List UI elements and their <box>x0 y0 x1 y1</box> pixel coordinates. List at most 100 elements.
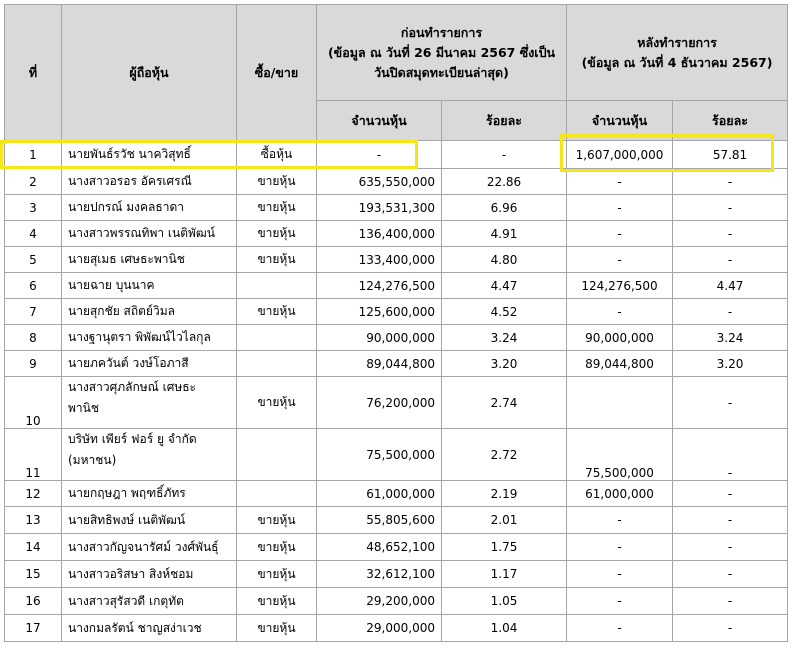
row-holder-line1: บริษัท เพียร์ ฟอร์ ยู จำกัด <box>68 432 197 446</box>
row-after-shares: 124,276,500 <box>566 272 674 299</box>
row-before-shares: 635,550,000 <box>316 168 442 195</box>
row-before-shares: 193,531,300 <box>316 194 442 221</box>
row-action: ขายหุ้น <box>236 506 317 534</box>
header-after-percent: ร้อยละ <box>672 100 789 141</box>
row-after-percent: - <box>672 168 789 195</box>
table-row: 3 นายปกรณ์ มงคลธาดา ขายหุ้น 193,531,300 … <box>4 194 789 221</box>
row-action: ขายหุ้น <box>236 246 317 273</box>
shareholder-table: ที่ ผู้ถือหุ้น ซื้อ/ขาย ก่อนทำรายการ (ข้… <box>4 4 789 642</box>
row-before-percent: - <box>440 140 568 169</box>
row-action: ซื้อหุ้น <box>236 140 317 169</box>
row-no: 7 <box>4 298 62 325</box>
table-row: 5 นายสุเมธ เศษธะพานิช ขายหุ้น 133,400,00… <box>4 246 789 273</box>
row-after-percent: - <box>672 533 789 561</box>
row-holder: นายพันธ์รวัช นาควิสุทธิ์ <box>61 140 237 169</box>
row-no: 4 <box>4 220 62 247</box>
header-after-shares: จำนวนหุ้น <box>566 100 674 141</box>
row-before-shares: 75,500,000 <box>316 428 442 481</box>
row-action: ขายหุ้น <box>236 194 317 221</box>
row-action <box>236 480 317 507</box>
table-row: 4 นางสาวพรรณทิพา เนติพัฒน์ ขายหุ้น 136,4… <box>4 220 789 247</box>
row-before-percent: 4.52 <box>440 298 568 325</box>
row-no: 6 <box>4 272 62 299</box>
header-after: หลังทำรายการ (ข้อมูล ณ วันที่ 4 ธันวาคม … <box>566 4 789 101</box>
row-after-shares: - <box>566 246 674 273</box>
row-no: 2 <box>4 168 62 195</box>
row-before-percent: 6.96 <box>440 194 568 221</box>
row-holder: นางสาวอริสษา สิงห์ชอม <box>61 560 237 588</box>
row-after-percent: - <box>672 428 789 481</box>
row-after-percent: - <box>672 506 789 534</box>
row-action: ขายหุ้น <box>236 560 317 588</box>
row-action <box>236 350 317 377</box>
row-before-shares: 90,000,000 <box>316 324 442 351</box>
row-no: 3 <box>4 194 62 221</box>
header-holder: ผู้ถือหุ้น <box>61 4 237 141</box>
row-after-percent: - <box>672 194 789 221</box>
row-before-shares: 76,200,000 <box>316 376 442 429</box>
row-after-shares: - <box>566 614 674 642</box>
row-after-percent: - <box>672 246 789 273</box>
row-no: 16 <box>4 587 62 615</box>
row-no: 9 <box>4 350 62 377</box>
row-before-percent: 22.86 <box>440 168 568 195</box>
table-row: 2 นางสาวอรอร อัครเศรณี ขายหุ้น 635,550,0… <box>4 168 789 195</box>
row-holder: บริษัท เพียร์ ฟอร์ ยู จำกัด (มหาชน) <box>61 428 237 481</box>
row-no: 13 <box>4 506 62 534</box>
row-no: 10 <box>4 376 62 429</box>
table-row: 17 นางกมลรัตน์ ชาญสง่าเวช ขายหุ้น 29,000… <box>4 614 789 642</box>
row-before-percent: 2.72 <box>440 428 568 481</box>
row-no: 17 <box>4 614 62 642</box>
row-before-percent: 1.05 <box>440 587 568 615</box>
row-before-percent: 1.75 <box>440 533 568 561</box>
row-holder: นางสาวพรรณทิพา เนติพัฒน์ <box>61 220 237 247</box>
row-before-shares: 61,000,000 <box>316 480 442 507</box>
row-no: 8 <box>4 324 62 351</box>
row-after-shares: - <box>566 587 674 615</box>
row-after-percent: - <box>672 560 789 588</box>
row-before-percent: 2.74 <box>440 376 568 429</box>
table-row: 14 นางสาวกัญจนารัศม์ วงศ์พันธุ์ ขายหุ้น … <box>4 533 789 561</box>
row-after-shares: 75,500,000 <box>566 428 674 481</box>
row-before-percent: 4.91 <box>440 220 568 247</box>
table-row: 10 นางสาวศุภลักษณ์ เศษธะ พานิช ขายหุ้น 7… <box>4 376 789 429</box>
row-holder: นายกฤษฎา พฤฑธิ์ภัทร <box>61 480 237 507</box>
row-after-percent: - <box>672 480 789 507</box>
row-before-shares: 29,200,000 <box>316 587 442 615</box>
row-after-shares: - <box>566 194 674 221</box>
header-no: ที่ <box>4 4 62 141</box>
row-holder: นายภควันต์ วงษ์โอภาสี <box>61 350 237 377</box>
row-before-shares: 125,600,000 <box>316 298 442 325</box>
row-action: ขายหุ้น <box>236 376 317 429</box>
row-before-percent: 3.20 <box>440 350 568 377</box>
table-row: 8 นางฐานุตรา พิพัฒน์ไวไลกุล 90,000,000 3… <box>4 324 789 351</box>
row-holder-line2: (มหาชน) <box>68 453 117 467</box>
row-before-percent: 4.47 <box>440 272 568 299</box>
table-row: 6 นายฉาย บุนนาค 124,276,500 4.47 124,276… <box>4 272 789 299</box>
row-before-shares: 124,276,500 <box>316 272 442 299</box>
row-before-percent: 1.17 <box>440 560 568 588</box>
row-before-percent: 2.19 <box>440 480 568 507</box>
row-after-shares <box>566 376 674 429</box>
row-action: ขายหุ้น <box>236 614 317 642</box>
row-no: 14 <box>4 533 62 561</box>
row-no: 12 <box>4 480 62 507</box>
row-before-shares: 29,000,000 <box>316 614 442 642</box>
row-after-shares: - <box>566 298 674 325</box>
table-row: 12 นายกฤษฎา พฤฑธิ์ภัทร 61,000,000 2.19 6… <box>4 480 789 507</box>
row-before-percent: 1.04 <box>440 614 568 642</box>
row-after-shares: - <box>566 506 674 534</box>
table-row: 13 นายสิทธิพงษ์ เนติพัฒน์ ขายหุ้น 55,805… <box>4 506 789 534</box>
row-before-shares: 48,652,100 <box>316 533 442 561</box>
row-before-shares: 32,612,100 <box>316 560 442 588</box>
row-before-percent: 4.80 <box>440 246 568 273</box>
row-after-percent: 57.81 <box>672 140 789 169</box>
row-action: ขายหุ้น <box>236 533 317 561</box>
table-row: 15 นางสาวอริสษา สิงห์ชอม ขายหุ้น 32,612,… <box>4 560 789 588</box>
row-holder-line2: พานิช <box>68 401 99 415</box>
row-after-percent: - <box>672 376 789 429</box>
row-before-shares: 136,400,000 <box>316 220 442 247</box>
row-no: 15 <box>4 560 62 588</box>
row-holder-line1: นางสาวศุภลักษณ์ เศษธะ <box>68 380 197 394</box>
row-holder: นายฉาย บุนนาค <box>61 272 237 299</box>
